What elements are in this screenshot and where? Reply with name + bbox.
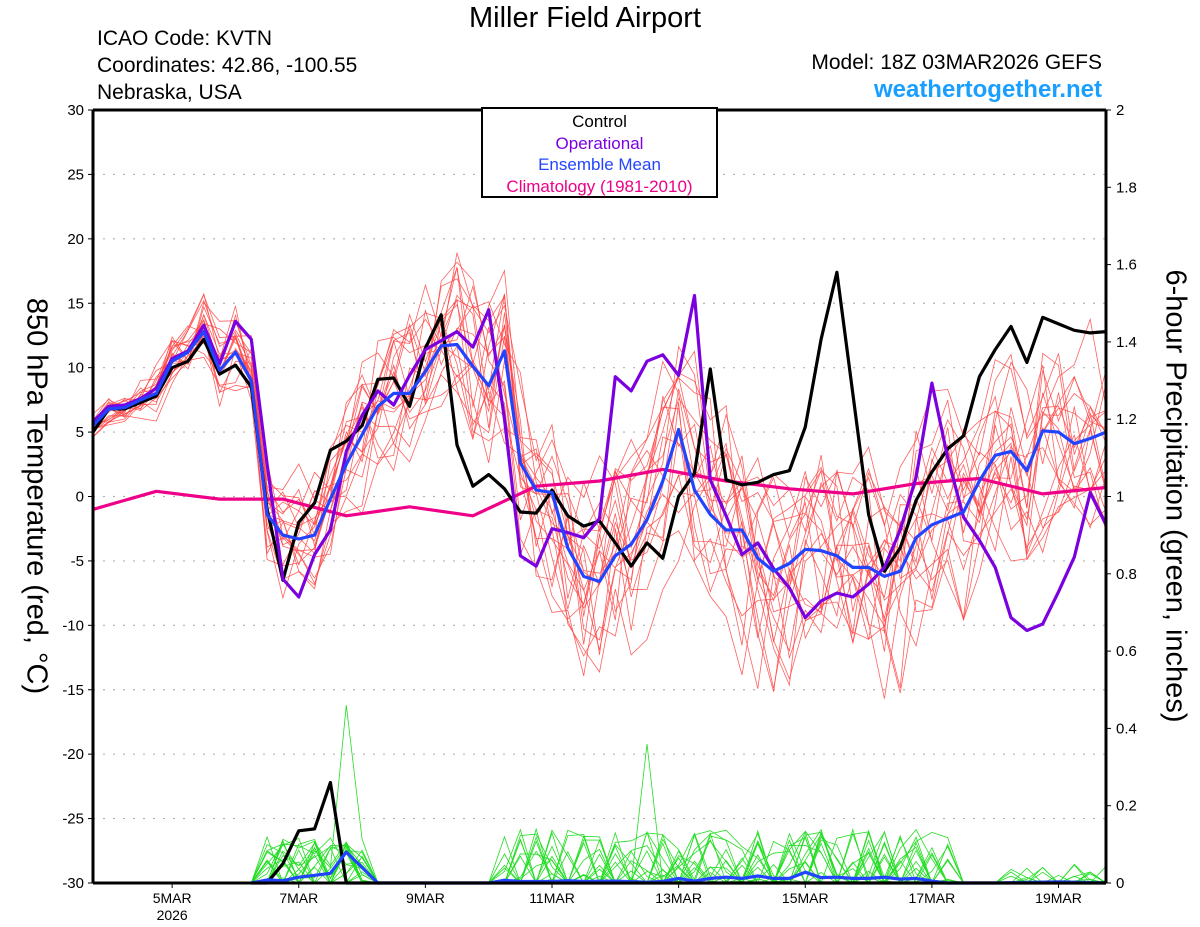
y2-tick-label: 0.2 — [1116, 798, 1137, 815]
ensemble-member-temp-line — [92, 305, 1107, 681]
y2-tick-label: 0.8 — [1116, 566, 1137, 583]
legend-item-control: Control — [572, 112, 627, 131]
ensemble-member-temp-line — [92, 299, 1107, 628]
legend: Control Operational Ensemble Mean Climat… — [481, 107, 718, 198]
x-tick-label: 13MAR — [655, 890, 702, 906]
y-tick-label: 5 — [76, 424, 84, 441]
ensemble-member-precip-line — [251, 834, 1106, 885]
ensemble-member-precip-line — [251, 743, 1107, 884]
x-tick-label: 5MAR — [153, 890, 192, 906]
y-tick-label: 30 — [67, 102, 84, 119]
site-link[interactable]: weathertogether.net — [873, 76, 1102, 103]
x-tick-label: 11MAR — [529, 890, 575, 906]
coordinates: Coordinates: 42.86, -100.55 — [97, 54, 358, 77]
gridlines — [93, 173, 1106, 820]
y-axis-label-left: 850 hPa Temperature (red, °C) — [20, 297, 53, 695]
ensemble-member-precip-line — [250, 830, 1106, 884]
ensemble-member-precip-line — [251, 829, 1106, 884]
y-tick-label: 10 — [67, 360, 84, 377]
x-tick-label: 17MAR — [909, 890, 956, 906]
y2-tick-label: 1.8 — [1116, 179, 1137, 196]
y2-tick-label: 1.4 — [1116, 334, 1137, 351]
y2-tick-label: 0 — [1116, 875, 1124, 892]
ensemble-members-precipitation — [250, 705, 1107, 885]
x-tick-label: 9MAR — [406, 890, 445, 906]
y2-tick-label: 0.4 — [1116, 720, 1137, 737]
y-tick-label: 20 — [67, 231, 84, 248]
operational-line — [91, 293, 1108, 633]
ensemble-mean-precip-line — [250, 850, 1107, 885]
ensemble-member-temp-line — [92, 317, 1107, 657]
y2-tick-label: 0.6 — [1116, 643, 1137, 660]
x-tick-label: 15MAR — [782, 890, 829, 906]
region: Nebraska, USA — [97, 81, 242, 104]
y-tick-label: -15 — [62, 682, 84, 699]
y-tick-label: -20 — [62, 746, 84, 763]
legend-item-operational: Operational — [555, 133, 644, 153]
climatology-1981-2010-line — [92, 467, 1107, 518]
legend-item-climatology: Climatology (1981-2010) — [506, 176, 693, 196]
y-axis-label-right: 6-hour Precipitation (green, inches) — [1159, 269, 1192, 723]
model-run: Model: 18Z 03MAR2026 GEFS — [811, 51, 1102, 74]
icao-code: ICAO Code: KVTN — [97, 27, 273, 50]
y-tick-label: 25 — [67, 166, 84, 183]
ensemble-member-temp-line — [92, 334, 1107, 646]
y2-tick-label: 1.2 — [1116, 411, 1137, 428]
x-tick-label: 7MAR — [279, 890, 318, 906]
y2-tick-label: 1.6 — [1116, 257, 1137, 274]
y-tick-label: -25 — [62, 811, 84, 828]
y2-tick-label: 2 — [1116, 102, 1124, 119]
legend-item-ensemble-mean: Ensemble Mean — [538, 155, 661, 174]
y-tick-label: 0 — [76, 489, 84, 506]
ensemble-mean-line — [91, 330, 1107, 584]
ensemble-member-precip-line — [250, 829, 1106, 884]
x-tick-sublabel: 2026 — [157, 907, 188, 923]
ensemble-member-precip-line — [251, 829, 1107, 884]
y-tick-label: -5 — [71, 553, 84, 570]
ensemble-member-precip-line — [251, 829, 1106, 885]
y-tick-label: -30 — [62, 875, 84, 892]
ensemble-member-temp-line — [92, 261, 1107, 676]
ensemble-member-precip-line — [251, 829, 1106, 884]
x-tick-label: 19MAR — [1035, 890, 1082, 906]
chart-title: Miller Field Airport — [468, 2, 702, 34]
y2-tick-label: 1 — [1116, 489, 1124, 506]
y-tick-label: 15 — [67, 295, 84, 312]
y-tick-label: -10 — [62, 617, 84, 634]
